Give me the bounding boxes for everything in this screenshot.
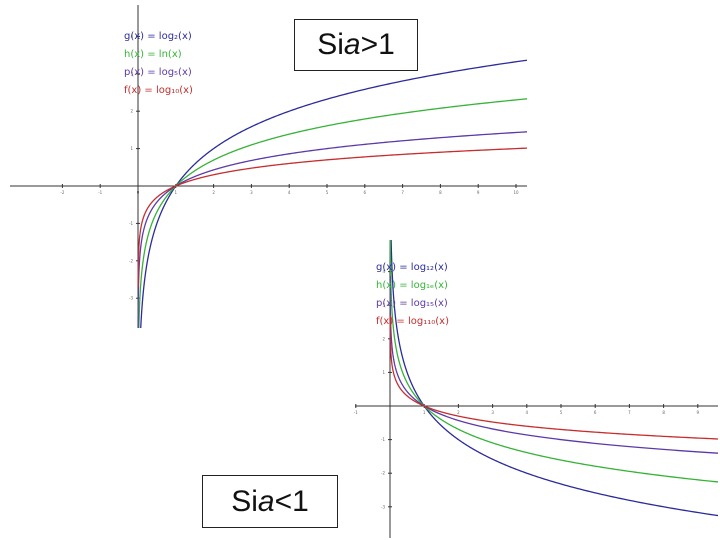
label-a-less-than-1: Si a <1 [202, 475, 338, 528]
x-tick-label: 2 [457, 410, 460, 415]
x-tick-label: 1 [423, 410, 426, 415]
series-line-p [137, 131, 527, 328]
x-tick-label: 3 [491, 410, 494, 415]
legend-entry-f: f(x) = log₁₀(x) [124, 85, 193, 96]
legend-entry-p: p(x) = log₅(x) [124, 67, 192, 78]
label-prefix: Si [317, 28, 344, 61]
x-tick-label: 2 [212, 190, 215, 195]
y-tick-label: 4 [382, 269, 385, 274]
series-line-g [140, 59, 527, 328]
label-variable: a [343, 28, 361, 61]
x-tick-label: 4 [288, 190, 291, 195]
legend-entry-p: p(x) = log₁₅(x) [376, 298, 448, 309]
x-tick-label: 8 [439, 190, 442, 195]
label-prefix: Si [231, 484, 258, 518]
y-tick-label: -1 [381, 437, 385, 442]
x-tick-label: 9 [477, 190, 480, 195]
legend-entry-g: g(x) = log₂(x) [124, 31, 192, 42]
label-a-greater-than-1: Si a >1 [294, 19, 418, 71]
x-tick-label: 0 [137, 190, 140, 195]
series-line-h [389, 240, 718, 483]
legend-entry-f: f(x) = log₁₁₀(x) [376, 316, 449, 327]
x-tick-label: 9 [697, 410, 700, 415]
x-tick-label: 7 [401, 190, 404, 195]
x-tick-label: 7 [628, 410, 631, 415]
x-tick-label: -1 [354, 410, 358, 415]
x-tick-label: 1 [175, 190, 178, 195]
x-tick-label: 6 [364, 190, 367, 195]
series-line-f [389, 315, 718, 440]
y-tick-label: -3 [129, 296, 133, 301]
x-tick-label: 5 [560, 410, 563, 415]
y-tick-label: 2 [130, 109, 133, 114]
label-condition: <1 [274, 484, 309, 518]
y-tick-label: -2 [381, 471, 385, 476]
y-tick-label: 4 [130, 34, 133, 39]
x-tick-label: 8 [662, 410, 665, 415]
series-line-h [138, 98, 527, 328]
y-tick-label: 1 [130, 146, 133, 151]
label-condition: >1 [360, 28, 395, 61]
y-tick-label: -3 [381, 504, 385, 509]
series-line-g [390, 240, 718, 517]
x-tick-label: 4 [526, 410, 529, 415]
legend-entry-h: h(x) = log₁ₑ(x) [376, 280, 448, 291]
x-tick-label: -1 [98, 190, 102, 195]
x-tick-label: -2 [60, 190, 64, 195]
series-line-p [389, 276, 718, 454]
y-tick-label: 3 [382, 303, 385, 308]
x-tick-label: 3 [250, 190, 253, 195]
y-tick-label: -1 [129, 221, 133, 226]
x-tick-label: 6 [594, 410, 597, 415]
y-tick-label: -2 [129, 258, 133, 263]
curves [137, 59, 527, 328]
label-variable: a [257, 484, 275, 518]
series-line-f [137, 147, 527, 287]
y-tick-label: 3 [130, 71, 133, 76]
legend-entry-h: h(x) = ln(x) [124, 49, 182, 60]
x-tick-label: 10 [513, 190, 519, 195]
y-tick-label: 1 [382, 370, 385, 375]
legend-entry-g: g(x) = log₁₂(x) [376, 262, 448, 273]
curves [389, 240, 718, 517]
y-tick-label: 2 [382, 336, 385, 341]
x-tick-label: 5 [326, 190, 329, 195]
